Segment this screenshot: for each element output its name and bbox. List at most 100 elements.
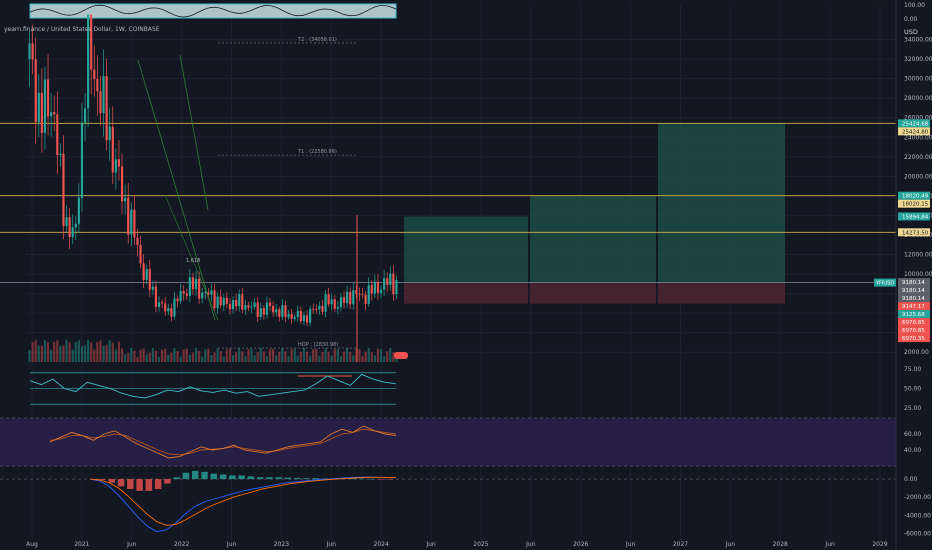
top-oscillator [29,3,397,19]
rsi-panel [29,372,397,405]
volume-bar [157,356,161,362]
candle-body [194,278,198,290]
candle-body [198,278,201,299]
symbol-title[interactable]: yearn.finance / United States Dollar, 1W… [4,26,160,33]
candle-body [275,309,278,313]
candle-body [56,114,59,156]
volume-bar [145,354,148,362]
volume-bar [154,350,158,362]
candle-body [28,43,31,60]
candle-body [62,153,65,227]
macd-hist-bar [321,478,329,480]
volume-bar [305,351,309,362]
candle-body [46,79,50,117]
candle-body [358,293,361,295]
macd-hist-bar [192,470,199,480]
macd-hist-bar [145,479,153,491]
volume-bar [216,348,219,362]
rsi-tick-label: 75.00 [904,366,921,373]
price-tick-label: 24000.00 [904,134,932,141]
candle-body [201,292,204,299]
volume-bar [213,352,216,362]
macd-hist-bar [377,479,384,480]
volume-bar [342,351,346,362]
volume-bar [207,348,210,362]
time-tick-label: Jun [126,541,137,548]
volume-bar [312,349,315,362]
volume-bar [330,355,333,362]
candle-body [117,159,121,167]
stoch-k-line [49,425,397,459]
time-tick-label: Jun [226,541,237,548]
price-label-bg [898,302,930,311]
candle-body [250,307,253,308]
volume-bar [318,355,321,362]
price-label: 9180.14 [902,296,925,302]
candle-body [361,294,364,296]
volume-bar [136,357,139,362]
candle-body [386,278,389,285]
stoch-panel [0,417,896,467]
volume-bar [228,348,232,362]
candle-body [127,197,130,235]
volume-bar [225,349,228,362]
volume-bar [176,350,179,362]
volume-bar [90,342,93,362]
price-label-bg [898,191,930,200]
volume-bar [71,349,74,362]
time-axis[interactable]: Aug 2021 Jun 2022 Jun 2023 Jun 2024 Jun 2025 Jun 20… [26,541,888,548]
volume-bar [62,345,65,362]
volume-bar [201,356,204,362]
price-label: 9180.14 [902,280,925,286]
volume-bar [367,348,370,362]
volume-bar [148,352,151,362]
top-osc-band [30,4,396,18]
symbol-badge: YFIUSD [875,281,894,287]
volume-bar [120,348,124,362]
volume-bar [170,352,173,362]
macd-hist-bar [136,479,143,491]
currency-label[interactable]: USD [904,28,918,36]
macd-hist-bar [349,478,357,480]
volume-bar [222,356,225,362]
volume-bar [324,348,327,362]
candle-body [370,285,373,294]
candle-body [133,209,136,238]
macd-hist-bar [266,477,273,480]
candle-body [111,126,114,173]
candle-body [241,294,244,310]
volume-bar [40,345,43,362]
volume-bar [164,348,167,362]
price-tick-label: 22000.00 [904,154,932,161]
volume-bar [210,354,213,362]
candle-body [225,297,228,304]
candle-body [293,316,296,319]
time-tick-label: Jun [525,541,536,548]
macd-tick-label: -4000.00 [904,512,931,519]
volume-bar [370,352,373,362]
candle-body [336,307,339,309]
volume-bar [108,340,111,362]
candle-body [364,294,367,304]
price-tick-label: 26000.00 [904,115,932,122]
volume-bar [379,349,383,362]
time-tick-label: 2022 [174,541,189,548]
trade-zones [404,123,785,304]
price-tick-label: 30000.00 [904,76,932,83]
signal-line [89,476,397,526]
candle-body [247,305,250,308]
candle-body [262,308,265,315]
candle-body [170,308,173,317]
target-zone [658,123,785,283]
time-tick-label: Jun [824,541,835,548]
price-tick-label: 2000.00 [904,349,929,356]
candle-body [268,302,272,306]
target-label: HOP : (2830.98) [298,342,338,348]
candle-body [114,159,117,173]
target-zone [404,216,528,283]
volume-bar [293,348,296,362]
volume-bar [87,340,90,362]
candle-body [145,269,148,280]
price-tick-label: 28000.00 [904,95,932,102]
